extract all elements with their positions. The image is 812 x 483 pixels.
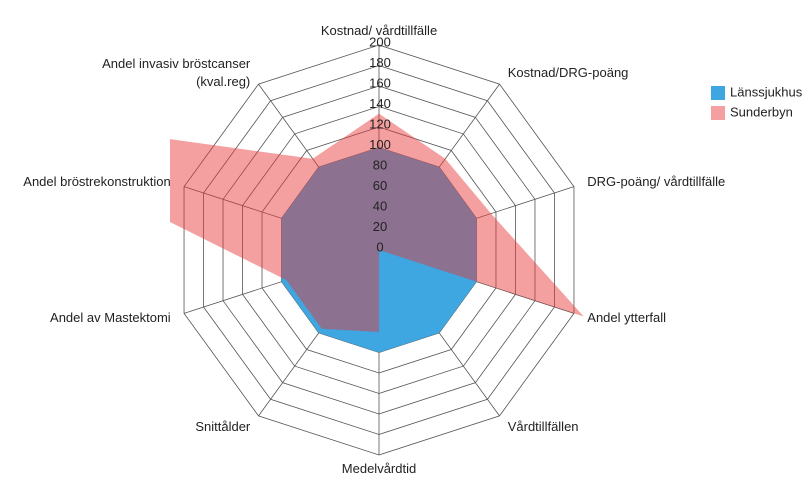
tick-label: 160 [369,75,391,90]
tick-label: 120 [369,116,391,131]
axis-label: Vårdtillfällen [507,419,579,435]
areas [170,113,584,353]
axis-label: Andel ytterfall [587,309,667,325]
legend-swatch [711,86,725,100]
legend-label: Länssjukhus [730,84,803,99]
axis-label: Snittålder [195,419,251,435]
axis-label: DRG-poäng/ vårdtillfälle [587,174,726,190]
tick-label: 0 [376,239,383,254]
legend: Länssjukhus Sunderbyn [711,84,803,120]
tick-label: 200 [369,34,391,49]
axis-label: Kostnad/DRG-poäng [507,64,629,80]
tick-label: 140 [369,96,391,111]
tick-label: 20 [373,219,387,234]
ticks: 0 20 40 60 80 100 120 140 160 180 200 [369,34,391,254]
axis-label: Andel av Mastektomi [50,309,171,325]
tick-label: 80 [373,157,387,172]
tick-label: 100 [369,137,391,152]
tick-label: 40 [373,198,387,213]
series-area [281,147,477,353]
axis-label: Andel bröstrekonstruktion [23,174,171,190]
axis-label: Kostnad/ vårdtillfälle [320,23,438,38]
legend-label: Sunderbyn [730,104,793,119]
legend-swatch [711,106,725,120]
axis-label: Medelvårdtid [341,461,417,476]
tick-label: 60 [373,178,387,193]
axis-label: Andel invasiv bröstcanser (kval.reg) [102,55,251,89]
series-area [170,113,584,332]
tick-label: 180 [369,55,391,70]
